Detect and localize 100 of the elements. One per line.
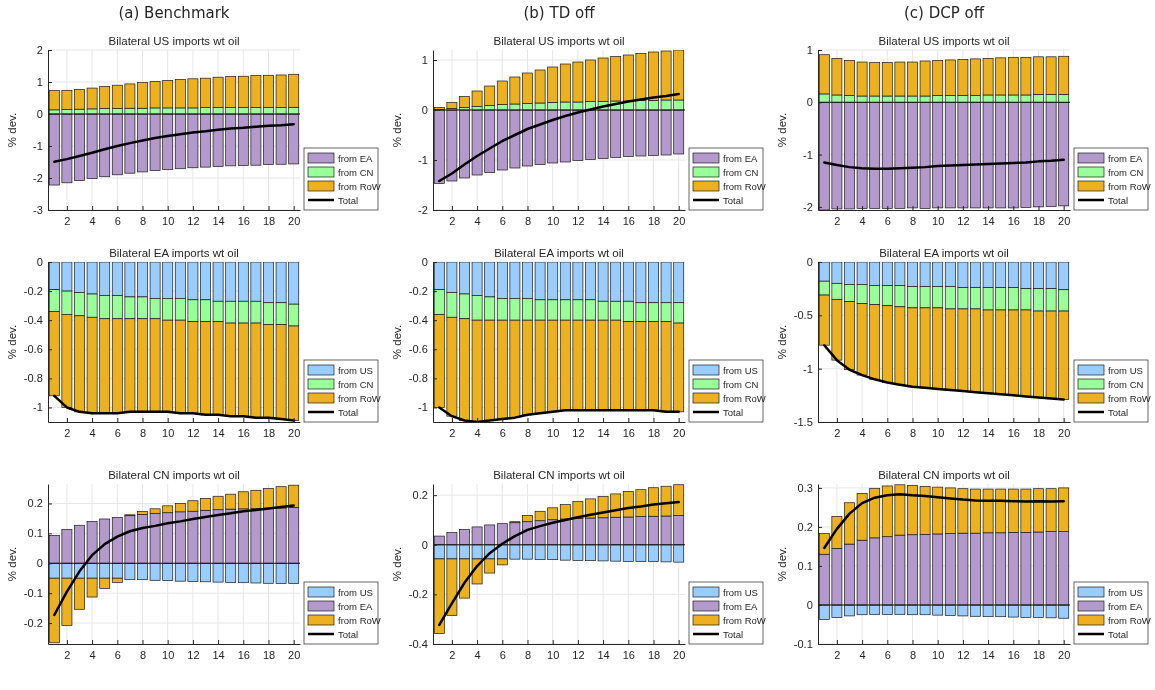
- legend-label: from US: [723, 365, 758, 376]
- legend-label: Total: [1108, 629, 1129, 640]
- y-tick-label: 0: [421, 538, 428, 551]
- legend-label: from CN: [338, 379, 374, 390]
- x-tick-label: 8: [524, 427, 532, 440]
- chart-title: Bilateral EA imports wt oil: [879, 247, 1009, 259]
- y-tick-label: -0.4: [408, 638, 428, 651]
- x-tick-label: 20: [288, 427, 301, 440]
- x-tick-label: 2: [449, 649, 456, 662]
- legend-label: Total: [723, 407, 744, 418]
- x-tick-label: 18: [1032, 215, 1046, 228]
- x-tick-label: 8: [909, 649, 917, 662]
- x-tick-label: 4: [474, 649, 481, 662]
- x-tick-label: 8: [524, 215, 532, 228]
- y-tick-label: 0.1: [797, 559, 813, 572]
- chart-title: Bilateral EA imports wt oil: [494, 247, 624, 259]
- x-tick-label: 20: [288, 215, 301, 228]
- chart-title: Bilateral CN imports wt oil: [493, 469, 625, 481]
- x-tick-label: 4: [89, 215, 96, 228]
- y-axis-title: % dev.: [776, 546, 788, 582]
- chart-title: Bilateral US imports wt oil: [108, 35, 240, 47]
- legend-label: Total: [338, 407, 359, 418]
- legend-label: from RoW: [338, 181, 381, 192]
- legend-label: from CN: [338, 167, 374, 178]
- x-tick-label: 10: [932, 215, 945, 228]
- legend-label: Total: [338, 629, 359, 640]
- legend-label: from RoW: [723, 393, 766, 404]
- legend-label: from CN: [1108, 379, 1144, 390]
- legend-label: from RoW: [1108, 393, 1151, 404]
- y-tick-label: -0.2: [23, 617, 43, 630]
- y-tick-label: 0: [36, 108, 43, 121]
- y-tick-label: -2: [803, 200, 813, 213]
- legend-label: Total: [1108, 407, 1129, 418]
- y-tick-label: -2: [418, 204, 428, 217]
- y-tick-label: 0: [36, 256, 43, 269]
- x-tick-label: 8: [139, 427, 147, 440]
- x-tick-label: 6: [114, 215, 121, 228]
- x-tick-label: 12: [572, 649, 585, 662]
- y-tick-label: -1: [418, 401, 428, 414]
- y-tick-label: -0.2: [408, 285, 428, 298]
- legend-label: from RoW: [723, 181, 766, 192]
- y-tick-label: 0.3: [797, 481, 813, 494]
- x-tick-label: 6: [114, 427, 121, 440]
- y-tick-label: 0: [421, 256, 428, 269]
- y-tick-label: 0.2: [797, 520, 813, 533]
- x-tick-label: 2: [64, 427, 71, 440]
- x-tick-label: 2: [834, 649, 841, 662]
- x-tick-label: 6: [499, 649, 506, 662]
- x-tick-label: 14: [597, 427, 610, 440]
- y-tick-label: 0: [806, 599, 813, 611]
- x-tick-label: 16: [622, 427, 635, 440]
- y-tick-label: -1.5: [793, 416, 813, 429]
- chart-subtitle: (a) Benchmark: [118, 4, 230, 22]
- y-axis-title: % dev.: [6, 324, 18, 360]
- legend-label: from US: [1108, 365, 1143, 376]
- legend-label: Total: [338, 195, 359, 206]
- x-tick-label: 10: [547, 649, 560, 662]
- x-tick-label: 4: [859, 215, 866, 228]
- y-tick-label: -0.6: [408, 343, 428, 356]
- x-tick-label: 16: [622, 649, 635, 662]
- y-tick-label: 0: [421, 104, 428, 117]
- x-tick-label: 20: [1058, 649, 1071, 662]
- x-tick-label: 16: [237, 215, 250, 228]
- x-tick-label: 20: [1058, 215, 1071, 228]
- x-tick-label: 12: [187, 427, 200, 440]
- x-tick-label: 8: [139, 215, 147, 228]
- legend-label: from RoW: [723, 615, 766, 626]
- x-tick-label: 18: [262, 215, 276, 228]
- y-tick-label: 0.2: [27, 497, 43, 510]
- y-axis-title: % dev.: [6, 112, 18, 148]
- x-tick-label: 10: [547, 427, 560, 440]
- x-tick-label: 6: [499, 427, 506, 440]
- y-tick-label: -0.1: [793, 638, 813, 651]
- x-tick-label: 12: [957, 649, 970, 662]
- y-axis-title: % dev.: [391, 324, 403, 360]
- y-axis-title: % dev.: [776, 324, 788, 360]
- y-axis-title: % dev.: [391, 112, 403, 148]
- y-tick-label: 2: [36, 44, 43, 57]
- x-tick-label: 10: [932, 649, 945, 662]
- x-tick-label: 14: [982, 649, 995, 662]
- y-tick-label: -0.4: [23, 314, 43, 327]
- legend-label: from CN: [723, 379, 759, 390]
- y-tick-label: -0.1: [23, 587, 43, 600]
- legend-label: from CN: [723, 167, 759, 178]
- x-tick-label: 14: [212, 427, 225, 440]
- x-tick-label: 2: [449, 215, 456, 228]
- x-tick-label: 16: [1007, 649, 1020, 662]
- x-tick-label: 4: [474, 215, 481, 228]
- legend-label: from US: [723, 587, 758, 598]
- chart-title: Bilateral US imports wt oil: [493, 35, 625, 47]
- x-tick-label: 4: [89, 649, 96, 662]
- x-tick-label: 6: [884, 649, 891, 662]
- x-tick-label: 16: [237, 649, 250, 662]
- legend-label: from RoW: [338, 393, 381, 404]
- x-tick-label: 12: [572, 215, 585, 228]
- y-tick-label: 0.2: [412, 489, 428, 502]
- x-tick-label: 2: [834, 427, 841, 440]
- y-tick-label: 0: [806, 256, 813, 269]
- legend-label: from CN: [1108, 167, 1144, 178]
- x-tick-label: 10: [547, 215, 560, 228]
